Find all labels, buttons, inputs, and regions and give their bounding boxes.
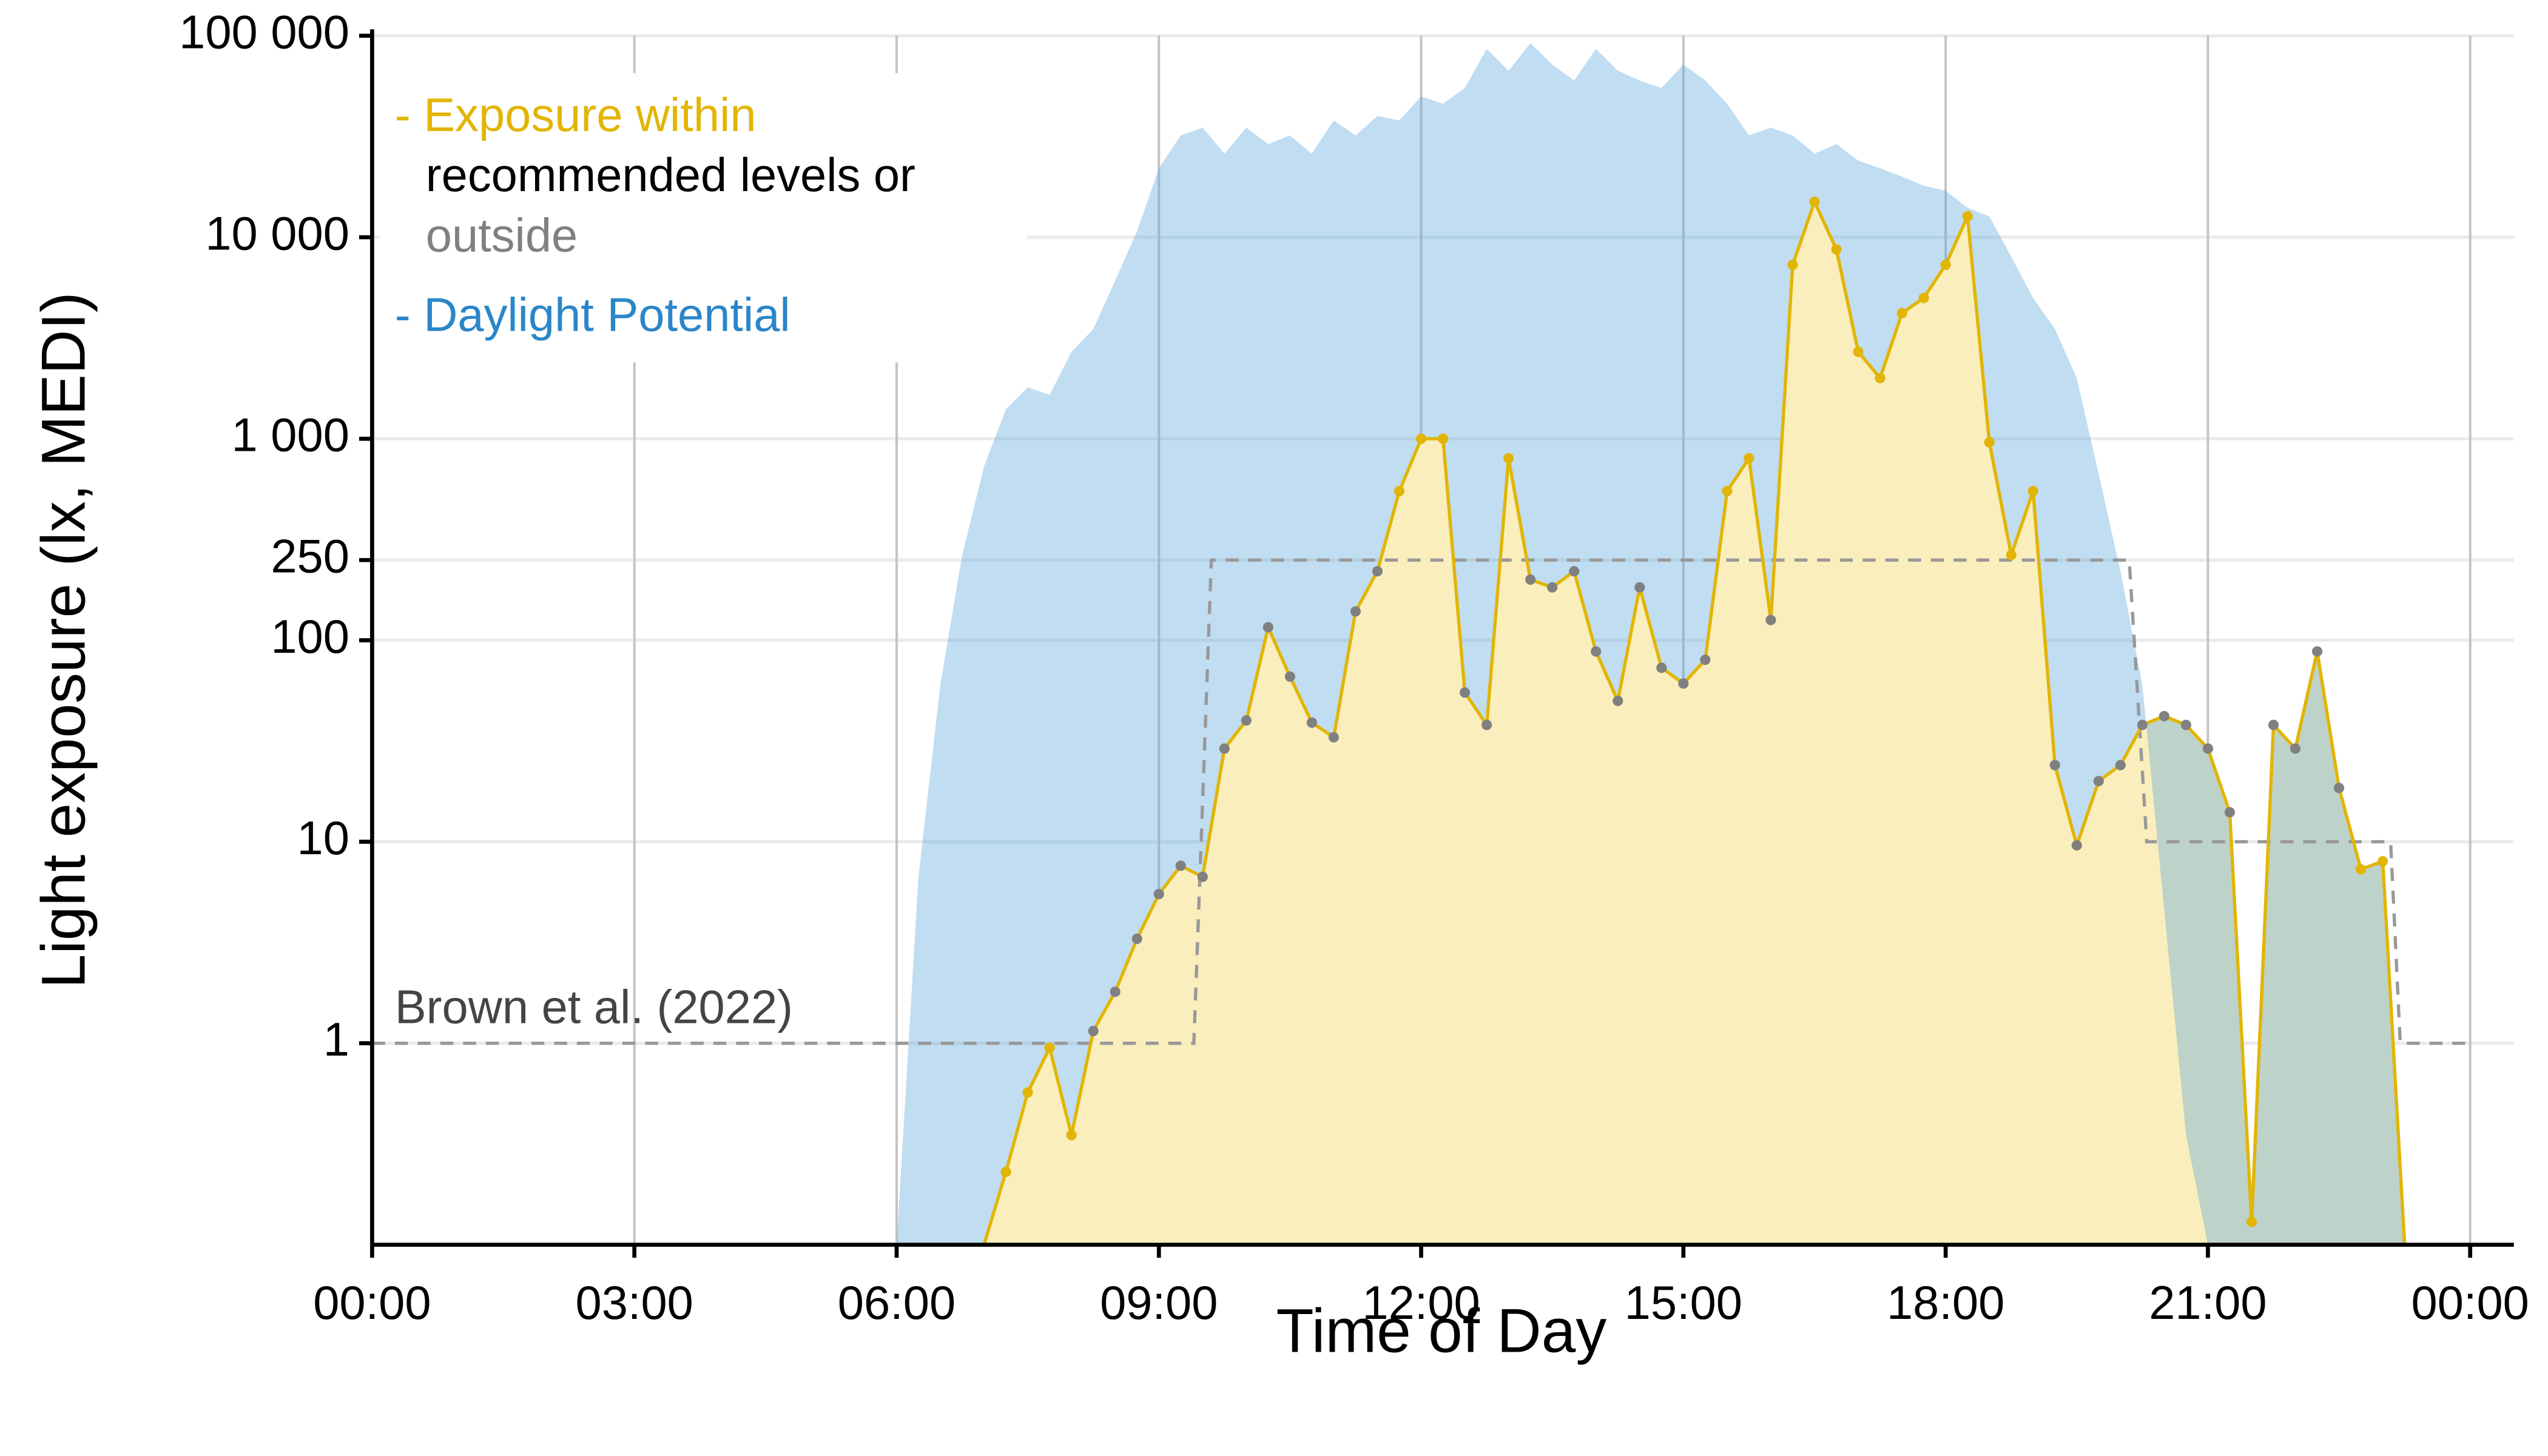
exposure-point bbox=[2333, 783, 2345, 794]
exposure-point bbox=[2049, 760, 2060, 770]
x-tick-label: 00:00 bbox=[313, 1277, 431, 1329]
exposure-point bbox=[1394, 485, 1405, 497]
exposure-point bbox=[1438, 433, 1449, 444]
exposure-point bbox=[1219, 743, 1230, 754]
exposure-point bbox=[2290, 743, 2301, 754]
exposure-point bbox=[1700, 654, 1711, 666]
exposure-area bbox=[372, 201, 2470, 1245]
exposure-point bbox=[2093, 775, 2104, 787]
x-tick-label: 00:00 bbox=[2412, 1277, 2529, 1329]
exposure-point bbox=[1328, 732, 1340, 743]
exposure-point bbox=[1765, 615, 1776, 625]
exposure-point bbox=[2006, 550, 2017, 561]
legend-label: - Exposure within bbox=[395, 89, 757, 141]
exposure-point bbox=[1569, 566, 1580, 577]
y-tick-label: 250 bbox=[271, 531, 349, 583]
exposure-point bbox=[1153, 889, 1164, 900]
exposure-point bbox=[1131, 933, 1142, 944]
threshold-line bbox=[372, 558, 2470, 1045]
exposure-point bbox=[1591, 646, 1602, 657]
exposure-point bbox=[1350, 606, 1361, 617]
exposure-point bbox=[1678, 678, 1689, 689]
legend-label: recommended levels or bbox=[426, 149, 915, 201]
exposure-point bbox=[2311, 646, 2323, 657]
threshold-label: Brown et al. (2022) bbox=[395, 982, 793, 1034]
exposure-point bbox=[2246, 1216, 2257, 1227]
y-tick-label: 100 bbox=[271, 611, 349, 663]
exposure-point bbox=[1809, 197, 1820, 207]
y-tick-label: 1 bbox=[323, 1014, 349, 1066]
plot-area bbox=[372, 42, 2470, 1247]
exposure-point bbox=[1110, 986, 1121, 997]
x-axis-title: Time of Day bbox=[1276, 1296, 1607, 1366]
y-axis-title: Light exposure (lx, MEDI) bbox=[29, 292, 98, 988]
exposure-point bbox=[1940, 259, 1951, 271]
exposure-point bbox=[1787, 259, 1798, 271]
y-tick-label: 10 bbox=[297, 812, 349, 864]
exposure-point bbox=[2159, 710, 2169, 722]
exposure-point bbox=[1853, 346, 1864, 357]
y-tick-label: 10 000 bbox=[205, 208, 349, 260]
exposure-point bbox=[1000, 1167, 1011, 1178]
exposure-point bbox=[2356, 864, 2367, 875]
x-tick-label: 12:00 bbox=[1362, 1277, 1480, 1329]
exposure-point bbox=[1744, 453, 1754, 463]
exposure-point bbox=[2115, 760, 2126, 770]
y-tick-label: 1 000 bbox=[232, 410, 349, 462]
exposure-point bbox=[1962, 211, 1973, 222]
exposure-point bbox=[1044, 1042, 1055, 1053]
exposure-point bbox=[2071, 840, 2082, 851]
exposure-point bbox=[1831, 244, 1842, 255]
exposure-point bbox=[2224, 807, 2236, 818]
exposure-point bbox=[1372, 566, 1383, 577]
exposure-point bbox=[1460, 687, 1471, 698]
x-tick-label: 18:00 bbox=[1887, 1277, 2004, 1329]
exposure-point bbox=[1503, 453, 1514, 463]
exposure-point bbox=[2137, 720, 2148, 730]
x-tick-label: 09:00 bbox=[1100, 1277, 1218, 1329]
exposure-point bbox=[2202, 743, 2213, 754]
legend-label: - Daylight Potential bbox=[395, 289, 790, 342]
x-tick-label: 06:00 bbox=[838, 1277, 956, 1329]
exposure-point bbox=[1875, 372, 1886, 383]
exposure-point bbox=[1175, 860, 1186, 871]
x-tick-label: 03:00 bbox=[576, 1277, 693, 1329]
exposure-point bbox=[1525, 574, 1536, 585]
exposure-point bbox=[2180, 720, 2191, 730]
exposure-point bbox=[1022, 1087, 1033, 1098]
y-tick-label: 100 000 bbox=[179, 6, 349, 58]
legend-label: outside bbox=[426, 209, 578, 261]
exposure-point bbox=[1197, 871, 1208, 882]
exposure-point bbox=[1984, 437, 1995, 448]
exposure-point bbox=[1306, 717, 1317, 728]
exposure-point bbox=[2268, 720, 2279, 730]
x-tick-label: 15:00 bbox=[1625, 1277, 1742, 1329]
exposure-point bbox=[1896, 308, 1907, 318]
exposure-point bbox=[1481, 720, 1492, 730]
exposure-point bbox=[1241, 715, 1252, 726]
exposure-point bbox=[1066, 1130, 1077, 1141]
exposure-point bbox=[1547, 582, 1558, 593]
daylight-ribbon bbox=[372, 42, 2470, 1245]
exposure-point bbox=[1722, 485, 1733, 497]
x-tick-label: 21:00 bbox=[2149, 1277, 2267, 1329]
legend-background bbox=[380, 73, 1027, 363]
exposure-point bbox=[1656, 662, 1667, 673]
exposure-point bbox=[2378, 856, 2388, 867]
exposure-point bbox=[1634, 582, 1645, 593]
exposure-point bbox=[1284, 671, 1295, 682]
exposure-point bbox=[1415, 433, 1427, 444]
exposure-point bbox=[1088, 1025, 1099, 1037]
exposure-point bbox=[2027, 485, 2038, 497]
exposure-point bbox=[1262, 622, 1273, 633]
exposure-point bbox=[1918, 292, 1929, 303]
exposure-point bbox=[1613, 695, 1623, 706]
